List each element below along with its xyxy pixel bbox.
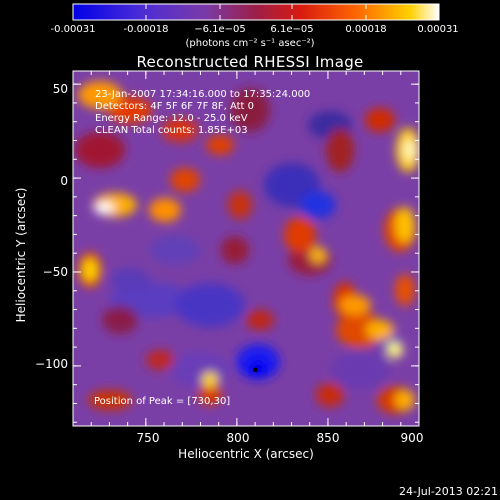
y-tick-label: 50 (52, 82, 68, 96)
x-axis-label: Heliocentric X (arcsec) (178, 447, 314, 461)
colorbar (72, 3, 440, 21)
peak-position-annotation: Position of Peak = [730,30] (94, 396, 231, 407)
time-range-annotation: 23-Jan-2007 17:34:16.000 to 17:35:24.000 (95, 89, 311, 100)
colorbar-ticks (72, 4, 439, 20)
colorbar-tick-label: 0.00031 (417, 24, 459, 35)
colorbar-tick-label: 0.00018 (345, 24, 387, 35)
energy-range-annotation: Energy Range: 12.0 - 25.0 keV (95, 113, 248, 124)
x-tick-label: 900 (400, 431, 424, 445)
y-tick-label: −100 (35, 357, 68, 371)
plot-frame (72, 70, 420, 427)
x-tick-label: 850 (316, 431, 340, 445)
colorbar-tick-label: 6.1e−05 (270, 24, 314, 35)
colorbar-tick-label: -0.00031 (50, 24, 96, 35)
y-axis-label: Heliocentric Y (arcsec) (14, 187, 28, 323)
colorbar-tick-label: -0.00018 (123, 24, 169, 35)
counts-annotation: CLEAN Total counts: 1.85E+03 (95, 125, 248, 136)
x-tick-label: 800 (226, 431, 250, 445)
x-tick-label: 750 (136, 431, 160, 445)
detectors-annotation: Detectors: 4F 5F 6F 7F 8F, Att 0 (95, 101, 255, 112)
chart-title: Reconstructed RHESSI Image (136, 53, 364, 71)
y-tick-label: 0 (60, 174, 68, 188)
colorbar-tick-label: −6.1e−05 (194, 24, 246, 35)
image-area (73, 71, 419, 426)
generation-date: 24-Jul-2013 02:21 (398, 485, 498, 498)
colorbar-unit-label: (photons cm⁻² s⁻¹ asec⁻²) (185, 38, 315, 49)
min-marker (253, 367, 258, 372)
axis-ticks (73, 71, 420, 426)
y-tick-label: −50 (42, 265, 68, 279)
